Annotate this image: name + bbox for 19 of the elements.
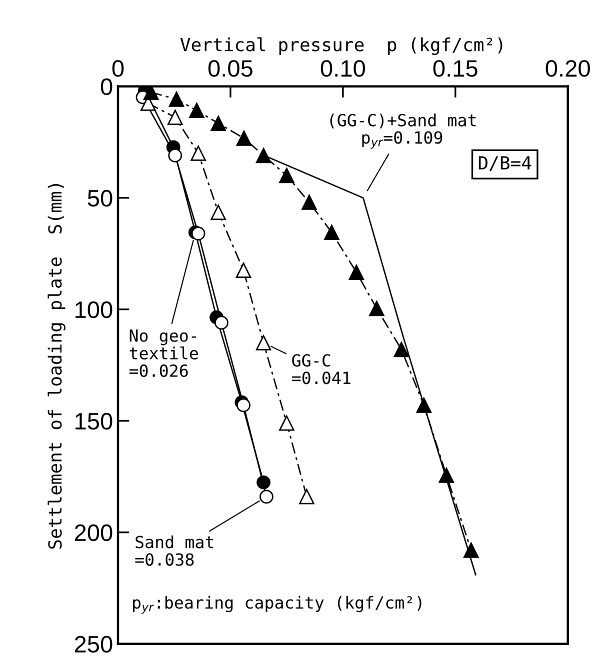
y-tick-label: 50	[88, 190, 112, 207]
x-tick-label: 0.20	[546, 60, 590, 77]
x-axis-title: Vertical pressure p (kgf/cm²)	[180, 37, 502, 56]
y-tick-label: 250	[74, 636, 112, 653]
y-tick-label: 0	[100, 78, 112, 96]
x-tick-label: 0.15	[433, 60, 478, 77]
annotation: (GG-C)+Sand mat p$_{yr}$=0.109	[330, 114, 476, 149]
y-tick-label: 150	[76, 412, 112, 430]
y-axis-title: Settlement of loading plate S(mm)	[48, 184, 66, 549]
annotation: Sand mat =0.038	[135, 535, 214, 566]
x-tick-label: 0	[112, 60, 124, 77]
annotation: No geo- textile =0.026	[129, 330, 198, 377]
y-tick-label: 100	[76, 301, 112, 318]
y-tick-label: 200	[74, 524, 112, 542]
annotation: GG-C =0.041	[292, 354, 350, 384]
x-tick-label: 0.10	[320, 60, 365, 77]
annotation: p$_{yr}$:bearing capacity (kgf/cm²)	[133, 596, 422, 614]
x-tick-label: 0.05	[208, 60, 252, 77]
annotation: D/B=4	[478, 156, 532, 172]
